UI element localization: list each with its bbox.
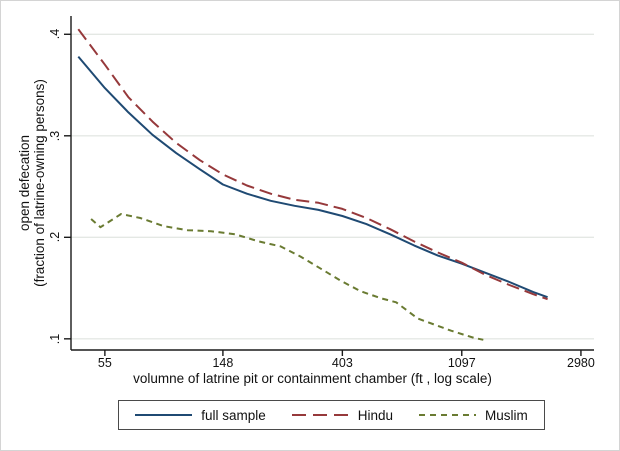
y-axis-title-line1: open defecation [17,134,32,232]
legend-label-hindu: Hindu [357,407,394,423]
x-tick-label-148: 148 [212,356,234,370]
y-tick-label-.2: .2 [48,232,62,243]
legend-label-muslim: Muslim [485,407,528,423]
series-line-hindu [77,28,548,301]
y-tick-label-.1: .1 [48,333,62,345]
x-tick-label-2980: 2980 [567,356,595,370]
legend-entry-muslim: Muslim [419,408,528,423]
y-tick-label-.4: .4 [48,29,62,40]
series-line-full-sample [77,55,548,299]
x-tick-label-403: 403 [331,356,353,370]
legend-line-sample-full-sample [135,414,193,416]
x-tick-label-55: 55 [97,356,112,370]
x-axis-title: volumne of latrine pit or containment ch… [133,371,492,386]
legend-label-full-sample: full sample [201,407,266,423]
y-tick-label-.3: .3 [48,130,62,141]
x-tick-label-1097: 1097 [447,356,476,370]
legend-entry-hindu: Hindu [291,407,394,423]
legend-entry-full-sample: full sample [135,408,266,423]
y-axis-title-line2: (fraction of latrine-owning persons) [32,79,47,287]
legend: full sample Hindu Muslim [118,400,545,430]
legend-line-sample-hindu [291,414,349,416]
series-line-muslim [90,213,484,341]
y-axis-title: open defecation (fraction of latrine-own… [17,79,47,287]
legend-line-sample-muslim [419,414,477,416]
